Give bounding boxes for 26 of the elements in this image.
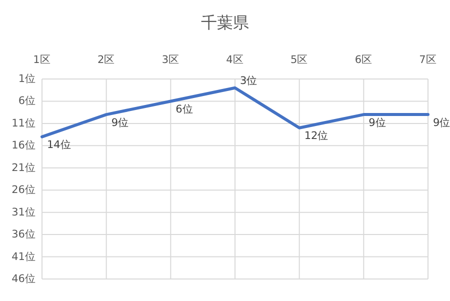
y-tick-label: 16位	[12, 140, 36, 152]
data-label: 9位	[111, 116, 130, 129]
x-tick-label: 7区	[419, 54, 437, 66]
x-tick-label: 2区	[97, 54, 116, 66]
y-tick-label: 26位	[12, 184, 36, 196]
y-tick-label: 11位	[12, 117, 36, 130]
line-series	[40, 86, 430, 138]
y-tick-label: 6位	[18, 95, 36, 108]
x-tick-label: 1区	[33, 54, 51, 66]
y-tick-label: 1位	[18, 73, 36, 85]
x-tick-label: 5区	[290, 54, 308, 66]
y-tick-label: 41位	[12, 250, 36, 263]
data-label: 9位	[433, 116, 450, 129]
x-tick-label: 4区	[226, 54, 244, 66]
y-tick-label: 31位	[12, 206, 36, 218]
y-tick-label: 46位	[12, 273, 36, 285]
data-label: 6位	[176, 103, 194, 116]
chart-title: 千葉県	[201, 13, 249, 32]
data-label: 9位	[368, 116, 386, 129]
x-tick-label: 6区	[354, 54, 373, 66]
y-tick-label: 36位	[12, 228, 36, 241]
data-label: 12位	[304, 130, 329, 142]
y-tick-label: 21位	[12, 162, 36, 174]
data-label: 3位	[240, 74, 258, 87]
data-label: 14位	[47, 138, 72, 151]
x-tick-label: 3区	[162, 54, 180, 66]
